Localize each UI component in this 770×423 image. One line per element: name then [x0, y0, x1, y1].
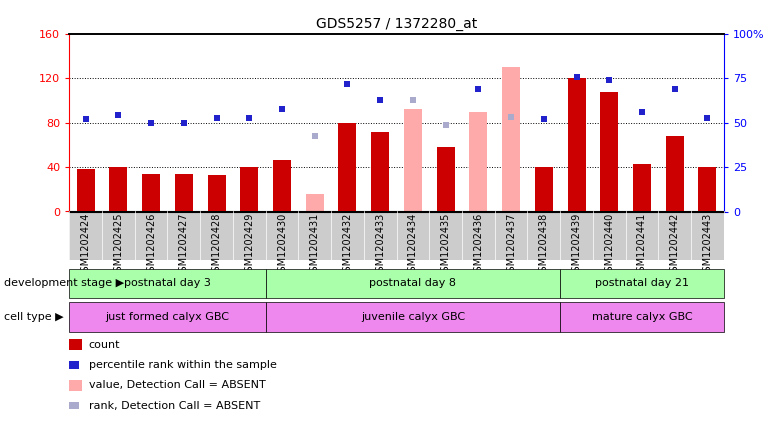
- Bar: [666, 136, 684, 212]
- Bar: [240, 167, 258, 212]
- Text: value, Detection Call = ABSENT: value, Detection Call = ABSENT: [89, 380, 266, 390]
- Text: postnatal day 8: postnatal day 8: [370, 278, 457, 288]
- Text: mature calyx GBC: mature calyx GBC: [591, 312, 692, 322]
- Bar: [567, 78, 585, 212]
- Bar: [502, 67, 520, 212]
- Bar: [633, 164, 651, 212]
- Text: percentile rank within the sample: percentile rank within the sample: [89, 360, 276, 370]
- Bar: [175, 174, 192, 212]
- Text: juvenile calyx GBC: juvenile calyx GBC: [361, 312, 465, 322]
- Bar: [339, 123, 357, 212]
- Bar: [698, 167, 716, 212]
- Bar: [109, 167, 127, 212]
- Bar: [208, 175, 226, 212]
- Text: postnatal day 3: postnatal day 3: [124, 278, 211, 288]
- Text: just formed calyx GBC: just formed calyx GBC: [105, 312, 229, 322]
- Bar: [77, 169, 95, 212]
- Bar: [306, 194, 323, 212]
- Text: count: count: [89, 340, 120, 350]
- Text: cell type ▶: cell type ▶: [4, 312, 63, 322]
- Title: GDS5257 / 1372280_at: GDS5257 / 1372280_at: [316, 17, 477, 31]
- Bar: [437, 147, 454, 212]
- Text: postnatal day 21: postnatal day 21: [595, 278, 689, 288]
- Bar: [470, 112, 487, 212]
- Bar: [142, 174, 160, 212]
- Bar: [601, 92, 618, 212]
- Text: development stage ▶: development stage ▶: [4, 278, 124, 288]
- Bar: [273, 160, 291, 212]
- Text: rank, Detection Call = ABSENT: rank, Detection Call = ABSENT: [89, 401, 259, 411]
- Bar: [371, 132, 389, 212]
- Bar: [404, 110, 422, 212]
- Bar: [535, 167, 553, 212]
